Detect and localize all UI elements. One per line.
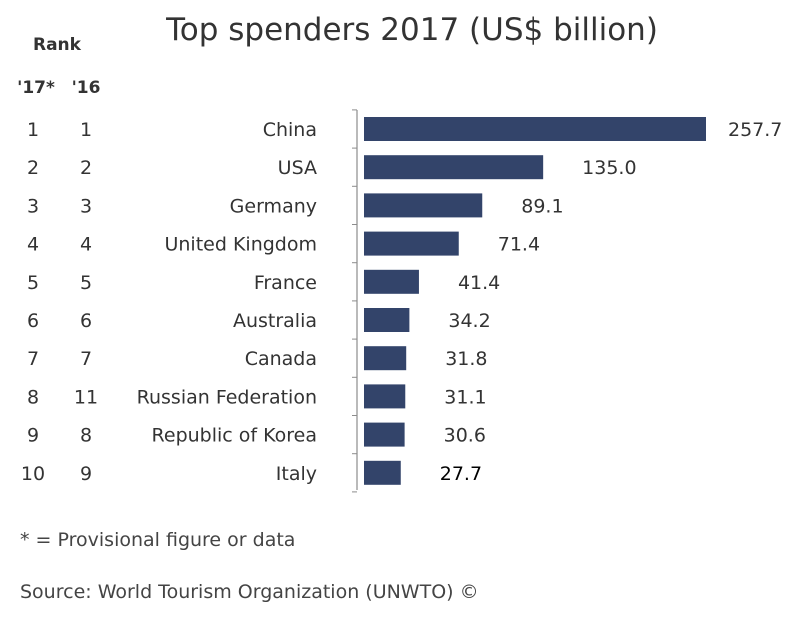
rank-2016-label: 3 [80,195,92,217]
bar [364,117,706,141]
bar [364,231,459,256]
bar [364,460,401,485]
category-label: Republic of Korea [152,425,317,447]
category-label: United Kingdom [164,234,317,256]
rank-2016-label: 2 [80,157,92,179]
rank-2016-label: 5 [80,272,92,294]
rank-2017-label: 7 [27,348,39,370]
rank-2017-label: 9 [27,425,39,447]
rank-2016-label: 11 [74,386,98,408]
data-label: 27.7 [440,463,482,485]
category-label: Russian Federation [137,386,317,408]
data-label: 34.2 [448,310,490,332]
rank-header: Rank [33,35,82,55]
rank-2017-label: 3 [27,195,39,217]
source-note: Source: World Tourism Organization (UNWT… [20,581,479,603]
rank-2017-label: 2 [27,157,39,179]
category-label: Italy [276,463,317,485]
category-label: China [263,119,317,141]
rank-2016-label: 9 [80,463,92,485]
data-label: 30.6 [444,425,486,447]
bar [364,308,410,332]
rank-2017-label: 5 [27,272,39,294]
category-label: Australia [233,310,317,332]
category-label: Canada [245,348,317,370]
chart-title: Top spenders 2017 (US$ billion) [165,12,658,48]
bar [364,422,405,447]
rank-2016-label: 6 [80,310,92,332]
rank-2016-label: 4 [80,234,92,256]
bar [364,384,406,409]
category-label: France [254,272,317,294]
rank-2017-label: 10 [21,463,45,485]
data-label: 89.1 [521,195,563,217]
rank-2017-label: 6 [27,310,39,332]
category-label: Germany [230,195,317,217]
rank-2016-label: 1 [80,119,92,141]
rank-2017-label: 8 [27,386,39,408]
bar [364,155,544,180]
data-label: 257.7 [728,119,782,141]
bar [364,269,419,294]
bar [364,346,407,371]
category-label: USA [278,157,317,179]
rank-col-2017-header: '17* [17,78,55,98]
rank-2017-label: 4 [27,234,39,256]
rank-col-2016-header: '16 [72,78,101,98]
data-label: 31.1 [444,386,486,408]
data-label: 41.4 [458,272,500,294]
footnote: * = Provisional figure or data [20,529,295,551]
rank-2017-label: 1 [27,119,39,141]
rank-2016-label: 8 [80,425,92,447]
data-label: 135.0 [582,157,636,179]
data-label: 31.8 [445,348,487,370]
data-label: 71.4 [498,234,540,256]
rank-2016-label: 7 [80,348,92,370]
bar [364,193,483,218]
